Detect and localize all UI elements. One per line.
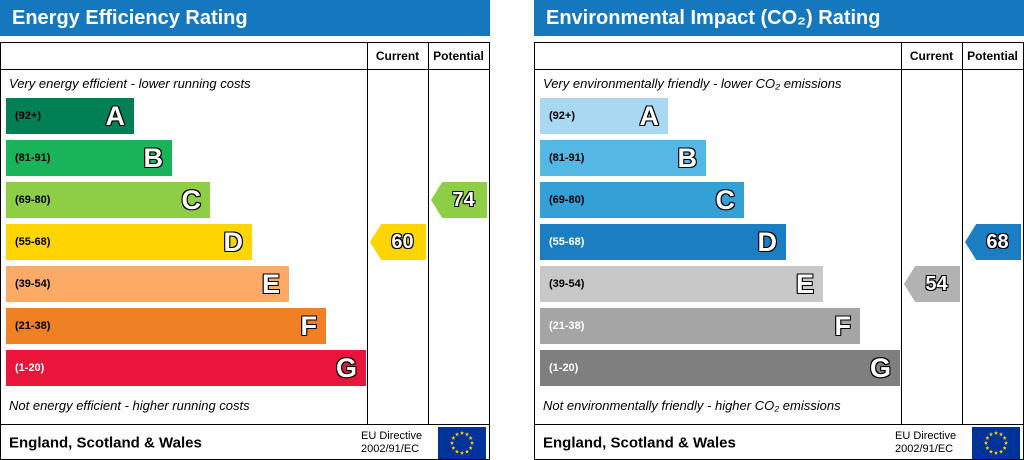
band-letter: C [715, 185, 736, 215]
chart-footer: England, Scotland & Wales EU Directive 2… [535, 424, 1023, 460]
band-range-label: (81-91) [549, 152, 585, 164]
potential-column-divider [428, 43, 429, 424]
potential-rating-pointer: 68 [965, 224, 1021, 260]
potential-column-divider [962, 43, 963, 424]
band-range-label: (55-68) [15, 236, 51, 248]
rating-band-f: (21-38) F [6, 308, 326, 344]
band-range-label: (1-20) [549, 362, 579, 374]
chart-header: Energy Efficiency Rating [0, 0, 490, 36]
eu-directive-line2: 2002/91/EC [895, 443, 954, 455]
band-range-label: (55-68) [549, 236, 585, 248]
chart-body: Very environmentally friendly - lower CO… [535, 70, 1023, 424]
band-letter: B [677, 143, 698, 173]
region-label: England, Scotland & Wales [9, 434, 202, 452]
band-letter: G [869, 353, 891, 383]
potential-column-header: Potential [433, 49, 484, 63]
rating-band-c: (69-80) C [6, 182, 210, 218]
top-caption: Very environmentally friendly - lower CO… [543, 76, 842, 91]
current-column-divider [901, 43, 902, 424]
band-range-label: (21-38) [549, 320, 585, 332]
eu-directive-label: EU Directive 2002/91/EC [895, 430, 956, 456]
current-rating-pointer: 60 [370, 224, 426, 260]
rating-band-b: (81-91) B [540, 140, 706, 176]
band-range-label: (1-20) [15, 362, 45, 374]
band-letter: D [757, 227, 778, 257]
band-range-label: (81-91) [15, 152, 51, 164]
region-label: England, Scotland & Wales [543, 434, 736, 452]
band-range-label: (92+) [549, 110, 575, 122]
potential-column-header: Potential [967, 49, 1018, 63]
current-rating-pointer: 54 [904, 266, 960, 302]
eu-directive-line1: EU Directive [895, 430, 957, 442]
rating-band-g: (1-20) G [540, 350, 900, 386]
rating-band-f: (21-38) F [540, 308, 860, 344]
band-range-label: (69-80) [549, 194, 585, 206]
current-column-divider [367, 43, 368, 424]
band-range-label: (21-38) [15, 320, 51, 332]
rating-band-e: (39-54) E [540, 266, 823, 302]
rating-bands: (92+) A (81-91) B (69-80) C (55-68) D [540, 98, 900, 392]
chart-box: Current Potential Very energy efficient … [0, 42, 490, 460]
bottom-caption: Not environmentally friendly - higher CO… [543, 398, 841, 413]
chart-header: Environmental Impact (CO₂) Rating [534, 0, 1024, 36]
current-rating-value: 60 [391, 230, 414, 253]
column-headers: Current Potential [535, 43, 1023, 70]
rating-bands: (92+) A (81-91) B (69-80) C (55-68) D [6, 98, 366, 392]
eu-directive-line2: 2002/91/EC [361, 443, 420, 455]
band-range-label: (69-80) [15, 194, 51, 206]
column-headers: Current Potential [1, 43, 489, 70]
energy-efficiency-chart: Energy Efficiency Rating Current Potenti… [0, 0, 490, 460]
rating-band-g: (1-20) G [6, 350, 366, 386]
band-range-label: (39-54) [549, 278, 585, 290]
environmental-impact-chart: Environmental Impact (CO₂) Rating Curren… [534, 0, 1024, 460]
chart-footer: England, Scotland & Wales EU Directive 2… [1, 424, 489, 460]
band-letter: F [834, 311, 852, 341]
potential-rating-value: 68 [986, 230, 1009, 253]
current-column-header: Current [909, 49, 954, 63]
rating-band-a: (92+) A [6, 98, 134, 134]
chart-box: Current Potential Very environmentally f… [534, 42, 1024, 460]
bottom-caption: Not energy efficient - higher running co… [9, 398, 250, 413]
eu-directive-label: EU Directive 2002/91/EC [361, 430, 422, 456]
band-range-label: (39-54) [15, 278, 51, 290]
chart-title: Environmental Impact (CO₂) Rating [546, 6, 881, 29]
rating-band-d: (55-68) D [6, 224, 252, 260]
rating-band-d: (55-68) D [540, 224, 786, 260]
band-letter: G [335, 353, 357, 383]
top-caption: Very energy efficient - lower running co… [9, 76, 251, 91]
rating-band-a: (92+) A [540, 98, 668, 134]
band-letter: D [223, 227, 244, 257]
chart-title: Energy Efficiency Rating [12, 6, 248, 29]
band-letter: A [105, 101, 126, 131]
rating-band-e: (39-54) E [6, 266, 289, 302]
band-letter: E [795, 269, 814, 299]
chart-body: Very energy efficient - lower running co… [1, 70, 489, 424]
rating-band-b: (81-91) B [6, 140, 172, 176]
potential-rating-value: 74 [452, 188, 475, 211]
eu-directive-line1: EU Directive [361, 430, 423, 442]
band-letter: C [181, 185, 202, 215]
eu-flag-icon [972, 427, 1020, 459]
current-rating-value: 54 [925, 272, 948, 295]
band-range-label: (92+) [15, 110, 41, 122]
potential-rating-pointer: 74 [431, 182, 487, 218]
current-column-header: Current [375, 49, 420, 63]
band-letter: B [143, 143, 164, 173]
band-letter: E [261, 269, 280, 299]
band-letter: F [300, 311, 318, 341]
rating-band-c: (69-80) C [540, 182, 744, 218]
eu-flag-icon [438, 427, 486, 459]
band-letter: A [639, 101, 660, 131]
